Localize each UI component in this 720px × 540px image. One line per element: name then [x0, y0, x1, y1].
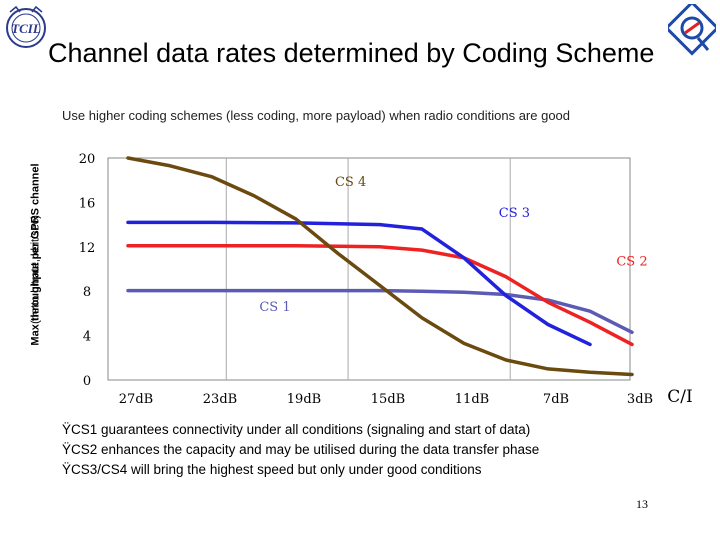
- y-tick-label: 4: [83, 330, 91, 345]
- series-label-cs1: CS 1: [259, 300, 290, 315]
- series-line-cs1: [126, 288, 634, 335]
- series-line-cs2: [126, 243, 634, 347]
- series-line-cs4: [126, 156, 634, 377]
- x-axis-label: C/I: [667, 387, 692, 407]
- bullet-item: ŸCS3/CS4 will bring the highest speed bu…: [62, 462, 482, 477]
- y-tick-label: 8: [83, 285, 91, 300]
- y-tick-label: 12: [79, 241, 96, 256]
- series-label-cs3: CS 3: [499, 206, 530, 221]
- y-tick-label: 16: [79, 196, 96, 211]
- slide-title: Channel data rates determined by Coding …: [48, 38, 655, 68]
- slide-subtitle: Use higher coding schemes (less coding, …: [62, 108, 571, 123]
- plot-frame: [107, 157, 631, 381]
- x-tick-label: 15dB: [371, 392, 405, 407]
- series-label-cs4: CS 4: [335, 175, 366, 190]
- x-tick-label: 19dB: [287, 392, 321, 407]
- institute-logo-icon: TCIL: [4, 4, 48, 52]
- svg-text:TCIL: TCIL: [11, 21, 41, 36]
- page-number: 13: [636, 497, 648, 511]
- series-label-cs2: CS 2: [616, 255, 647, 270]
- x-tick-label: 3dB: [627, 392, 653, 407]
- series-line-cs3: [126, 220, 592, 347]
- x-tick-label: 11dB: [455, 392, 489, 407]
- bullet-item: ŸCS1 guarantees connectivity under all c…: [62, 422, 531, 437]
- bullet-item: ŸCS2 enhances the capacity and may be ut…: [62, 442, 540, 457]
- y-tick-label: 20: [79, 152, 96, 167]
- bullet-list: ŸCS1 guarantees connectivity under all c…: [62, 420, 539, 480]
- x-tick-label: 23dB: [203, 392, 237, 407]
- x-tick-label: 7dB: [543, 392, 569, 407]
- x-tick-label: 27dB: [119, 392, 153, 407]
- brand-logo-icon: [664, 0, 720, 56]
- y-tick-label: 0: [83, 374, 91, 389]
